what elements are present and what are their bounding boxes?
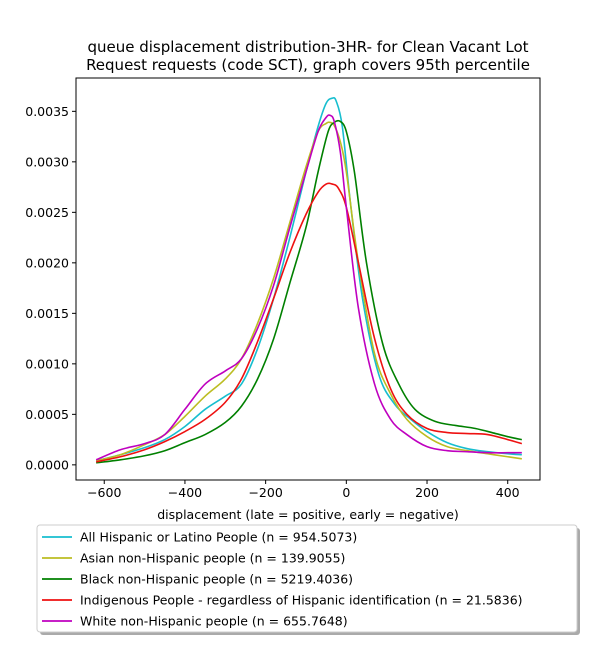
legend-label-5: White non-Hispanic people (n = 655.7648): [80, 614, 348, 629]
x-tick-label: −400: [168, 485, 202, 500]
y-tick-label: 0.0030: [25, 154, 69, 169]
y-tick-label: 0.0010: [25, 356, 69, 371]
y-tick-label: 0.0000: [25, 457, 69, 472]
y-tick-label: 0.0005: [25, 407, 69, 422]
x-axis: −600 −400 −200 0 200 400: [87, 480, 520, 500]
x-tick-label: 400: [496, 485, 520, 500]
chart-title-line-1: queue displacement distribution-3HR- for…: [87, 38, 528, 56]
x-axis-label: displacement (late = positive, early = n…: [157, 507, 459, 522]
chart-title-line-2: Request requests (code SCT), graph cover…: [86, 56, 530, 74]
x-tick-label: −600: [87, 485, 121, 500]
plot-area-frame: [75, 77, 541, 481]
x-tick-label: 0: [342, 485, 350, 500]
series-line-5: [95, 114, 522, 461]
series-line-2: [95, 121, 522, 462]
chart-title: queue displacement distribution-3HR- for…: [86, 38, 530, 74]
y-axis: 0.0000 0.0005 0.0010 0.0015 0.0020 0.0025 0.00…: [25, 104, 76, 472]
legend-label-2: Asian non-Hispanic people (n = 139.9055): [80, 551, 345, 566]
y-tick-label: 0.0015: [25, 306, 69, 321]
legend-box: [36, 524, 578, 633]
series-line-3: [96, 119, 522, 464]
legend-label-4: Indigenous People - regardless of Hispan…: [80, 593, 523, 608]
series-line-4: [96, 182, 523, 463]
legend-entries: All Hispanic or Latino People (n = 954.5…: [42, 530, 523, 629]
series-lines: [95, 96, 523, 464]
y-tick-label: 0.0020: [25, 255, 69, 270]
x-tick-label: −200: [248, 485, 282, 500]
x-tick-label: 200: [415, 485, 439, 500]
legend: All Hispanic or Latino People (n = 954.5…: [36, 524, 580, 635]
legend-label-1: All Hispanic or Latino People (n = 954.5…: [80, 530, 357, 545]
y-tick-label: 0.0035: [25, 104, 69, 119]
legend-label-3: Black non-Hispanic people (n = 5219.4036…: [80, 572, 353, 587]
series-line-1: [95, 96, 522, 462]
y-tick-label: 0.0025: [25, 205, 69, 220]
